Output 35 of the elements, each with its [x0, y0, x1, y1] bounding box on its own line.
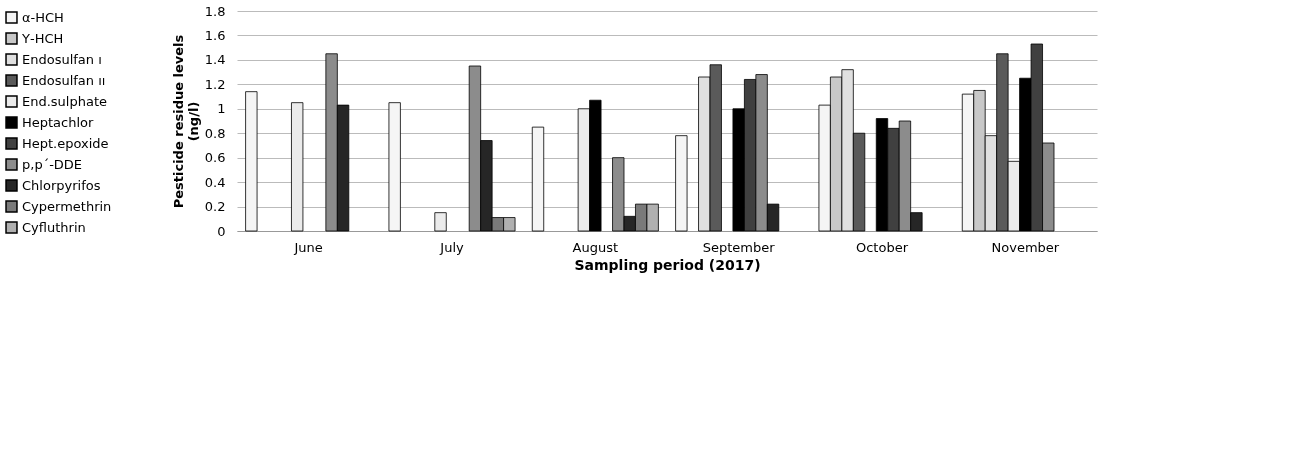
- bar: [291, 102, 304, 232]
- y-tick-label: 1.4: [204, 52, 226, 68]
- legend-label: Υ-HCH: [21, 30, 64, 46]
- y-tick-label: 0: [217, 223, 226, 239]
- legend-label: Endosulfan ı: [22, 51, 102, 67]
- legend-label: End.sulphate: [22, 93, 108, 109]
- y-tick-label: 1: [217, 101, 226, 117]
- x-tick-label: September: [702, 239, 776, 255]
- legend-label: Endosulfan ıı: [22, 72, 106, 88]
- x-tick-label: November: [991, 239, 1060, 255]
- legend-label: Cypermethrin: [22, 198, 112, 214]
- y-tick-label: 0.8: [204, 125, 226, 141]
- y-axis-title: Pesticide residue levels (ng/l): [170, 34, 201, 209]
- bar: [675, 135, 688, 232]
- y-tick-label: 1.2: [204, 76, 226, 92]
- x-tick-label: July: [439, 239, 464, 255]
- bar: [531, 126, 545, 232]
- y-tick-label: 1.8: [204, 3, 226, 19]
- x-axis-title: Sampling period (2017): [574, 256, 761, 273]
- legend-label: Hept.epoxide: [22, 135, 109, 151]
- x-tick-label: October: [855, 239, 909, 255]
- y-tick-label: 0.2: [204, 199, 226, 215]
- legend-label: Cyfluthrin: [22, 219, 86, 235]
- y-tick-label: 0.4: [204, 174, 226, 190]
- bar: [434, 212, 447, 232]
- bar: [245, 91, 258, 232]
- legend-label: Chlorpyrifos: [22, 177, 101, 193]
- x-tick-label: June: [293, 239, 323, 255]
- legend-label: α-HCH: [22, 9, 64, 25]
- legend-label: Heptachlor: [22, 114, 95, 130]
- x-tick-label: August: [572, 239, 619, 255]
- legend-label: p,p´-DDE: [22, 156, 83, 172]
- y-tick-label: 1.6: [204, 27, 226, 43]
- bar: [388, 102, 401, 232]
- y-tick-label: 0.6: [204, 150, 226, 166]
